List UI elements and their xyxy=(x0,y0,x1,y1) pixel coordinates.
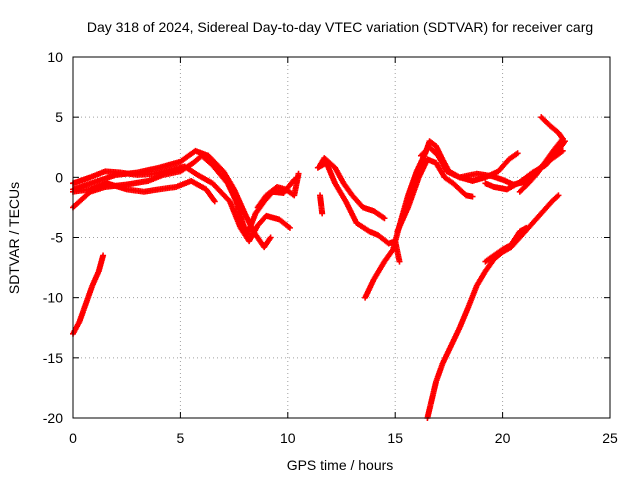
data-point-markers xyxy=(516,135,566,195)
chart-title: Day 318 of 2024, Sidereal Day-to-day VTE… xyxy=(87,19,593,35)
data-point-markers xyxy=(394,156,476,235)
series-track-17 xyxy=(482,224,530,265)
series-track-13 xyxy=(516,135,566,195)
y-tick-label: -5 xyxy=(51,230,64,246)
x-tick-label: 10 xyxy=(280,430,296,446)
data-point-markers xyxy=(254,170,302,211)
y-tick-label: -10 xyxy=(43,290,63,306)
y-tick-label: -20 xyxy=(43,410,63,426)
data-point-markers xyxy=(482,224,530,265)
data-point-markers xyxy=(314,159,403,265)
data-series xyxy=(70,114,568,421)
y-tick-label: 0 xyxy=(55,169,63,185)
data-point-markers xyxy=(424,192,562,421)
data-point-markers xyxy=(317,192,326,217)
y-tick-label: 10 xyxy=(47,49,63,65)
x-tick-label: 5 xyxy=(177,430,185,446)
y-tick-label: -15 xyxy=(43,350,63,366)
series-track-16 xyxy=(424,192,562,421)
x-tick-label: 15 xyxy=(387,430,403,446)
y-tick-label: 5 xyxy=(55,109,63,125)
series-track-7 xyxy=(314,159,403,265)
x-tick-label: 20 xyxy=(495,430,511,446)
series-track-10 xyxy=(394,156,476,235)
data-point-markers xyxy=(538,114,566,142)
y-axis-label: SDTVAR / TECUs xyxy=(6,182,22,294)
series-track-15 xyxy=(70,252,107,337)
series-track-8 xyxy=(317,192,326,217)
x-tick-label: 0 xyxy=(69,430,77,446)
x-axis-label: GPS time / hours xyxy=(287,457,394,473)
grid-lines xyxy=(73,57,610,418)
data-point-markers xyxy=(70,252,107,337)
x-tick-label: 25 xyxy=(602,430,618,446)
series-track-5 xyxy=(254,170,302,211)
axis-ticks: 0 5 10 15 20 25 -20 -15 -10 -5 0 5 10 xyxy=(43,49,618,446)
series-track-14 xyxy=(538,114,566,142)
